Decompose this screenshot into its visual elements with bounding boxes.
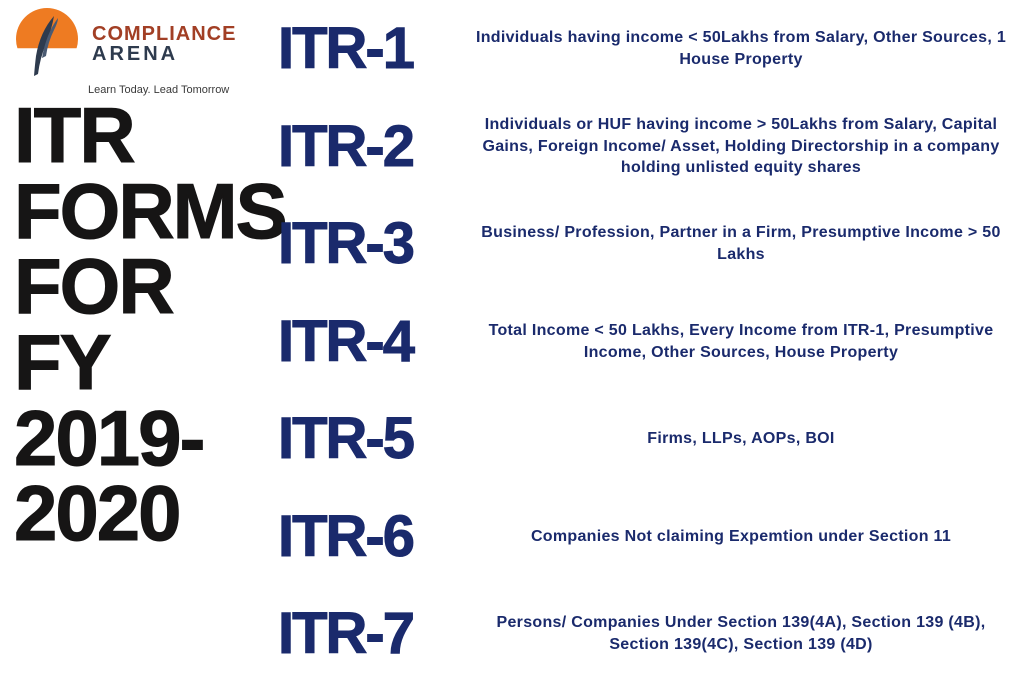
itr-row: ITR-3 Business/ Profession, Partner in a… (278, 205, 1016, 283)
itr-label-2: ITR-2 (278, 118, 466, 176)
itr-desc-6: Companies Not claiming Expemtion under S… (466, 526, 1016, 548)
itr-list: ITR-1 Individuals having income < 50Lakh… (278, 8, 1016, 675)
itr-row: ITR-2 Individuals or HUF having income >… (278, 108, 1016, 186)
itr-label-6: ITR-6 (278, 508, 466, 566)
itr-label-1: ITR-1 (278, 20, 466, 78)
itr-label-4: ITR-4 (278, 313, 466, 371)
logo-icon (14, 8, 86, 80)
itr-row: ITR-1 Individuals having income < 50Lakh… (278, 10, 1016, 88)
logo-line1: COMPLIANCE (92, 24, 236, 44)
itr-desc-2: Individuals or HUF having income > 50Lak… (466, 114, 1016, 179)
logo: COMPLIANCE ARENA (8, 8, 268, 80)
logo-text: COMPLIANCE ARENA (92, 24, 236, 64)
main-title: ITR FORMS FOR FY 2019- 2020 (8, 98, 268, 552)
itr-row: ITR-5 Firms, LLPs, AOPs, BOI (278, 400, 1016, 478)
feather-icon (30, 14, 78, 78)
itr-row: ITR-6 Companies Not claiming Expemtion u… (278, 498, 1016, 576)
itr-desc-1: Individuals having income < 50Lakhs from… (466, 27, 1016, 70)
itr-desc-4: Total Income < 50 Lakhs, Every Income fr… (466, 320, 1016, 363)
itr-desc-5: Firms, LLPs, AOPs, BOI (466, 428, 1016, 450)
itr-label-7: ITR-7 (278, 605, 466, 663)
itr-label-3: ITR-3 (278, 215, 466, 273)
itr-label-5: ITR-5 (278, 410, 466, 468)
itr-row: ITR-7 Persons/ Companies Under Section 1… (278, 595, 1016, 673)
itr-desc-3: Business/ Profession, Partner in a Firm,… (466, 222, 1016, 265)
itr-row: ITR-4 Total Income < 50 Lakhs, Every Inc… (278, 303, 1016, 381)
itr-desc-7: Persons/ Companies Under Section 139(4A)… (466, 612, 1016, 655)
logo-line2: ARENA (92, 44, 236, 64)
